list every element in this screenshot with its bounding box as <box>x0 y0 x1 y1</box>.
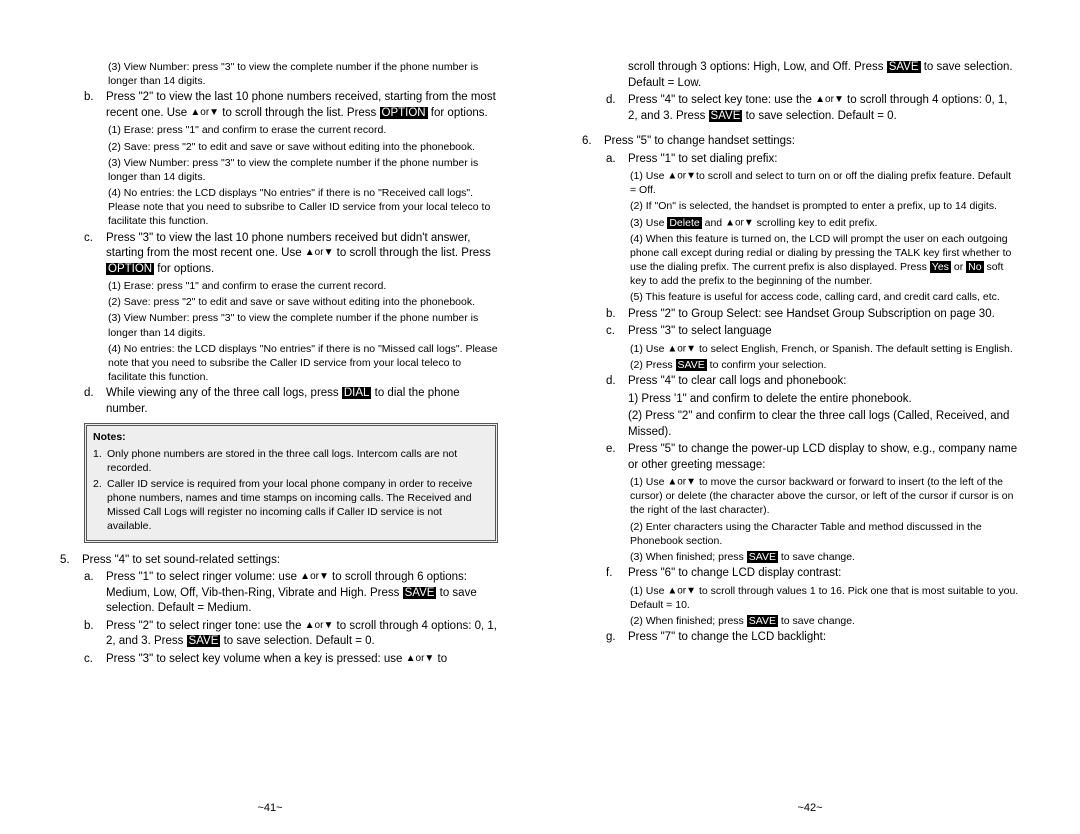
no-key: No <box>966 261 983 273</box>
list-item: c. Press "3" to view the last 10 phone n… <box>84 231 498 278</box>
yes-key: Yes <box>930 261 951 273</box>
list-item: (2) When finished; press SAVE to save ch… <box>630 614 1020 628</box>
arrow-icon: ▲or▼ <box>667 171 696 182</box>
list-item: (3) When finished; press SAVE to save ch… <box>630 550 1020 564</box>
list-item: (4) No entries: the LCD displays "No ent… <box>108 342 498 385</box>
list-item: b. Press "2" to view the last 10 phone n… <box>84 90 498 121</box>
list-item: e.Press "5" to change the power-up LCD d… <box>606 442 1020 473</box>
arrow-icon: ▲or▼ <box>815 94 844 105</box>
list-item: (4) When this feature is turned on, the … <box>630 232 1020 289</box>
list-item: (2) Press SAVE to confirm your selection… <box>630 358 1020 372</box>
arrow-icon: ▲or▼ <box>725 217 754 228</box>
list-item: d. While viewing any of the three call l… <box>84 386 498 417</box>
list-item: (2) Enter characters using the Character… <box>630 520 1020 548</box>
list-item: 6.Press "5" to change handset settings: <box>582 134 1020 150</box>
list-item: g.Press "7" to change the LCD backlight: <box>606 630 1020 646</box>
option-key: OPTION <box>380 107 428 119</box>
list-item: 1) Press '1" and confirm to delete the e… <box>606 392 1020 408</box>
list-item: b.Press "2" to Group Select: see Handset… <box>606 307 1020 323</box>
save-key: SAVE <box>887 61 921 73</box>
list-item: (1) Use ▲or▼to scroll and select to turn… <box>630 169 1020 197</box>
arrow-icon: ▲or▼ <box>305 247 334 258</box>
option-key: OPTION <box>106 263 154 275</box>
list-item: (1) Use ▲or▼ to scroll through values 1 … <box>630 584 1020 612</box>
list-item: a. Press "1" to select ringer volume: us… <box>84 570 498 617</box>
list-item: (4) No entries: the LCD displays "No ent… <box>108 186 498 229</box>
list-item: c.Press "3" to select language <box>606 324 1020 340</box>
list-item: (2) Save: press "2" to edit and save or … <box>108 140 498 154</box>
list-item: scroll through 3 options: High, Low, and… <box>606 60 1020 91</box>
list-item: 5.Press "4" to set sound-related setting… <box>60 553 498 569</box>
save-key: SAVE <box>676 359 707 371</box>
save-key: SAVE <box>747 615 778 627</box>
list-item: (3) Use Delete and ▲or▼ scrolling key to… <box>630 216 1020 230</box>
text: for options. <box>154 263 214 275</box>
text: to scroll through the list. Press <box>333 247 490 259</box>
arrow-icon: ▲or▼ <box>667 585 696 596</box>
notes-header: Notes: <box>93 430 489 444</box>
arrow-icon: ▲or▼ <box>300 571 329 582</box>
list-item: a.Press "1" to set dialing prefix: <box>606 152 1020 168</box>
save-key: SAVE <box>187 635 221 647</box>
text: While viewing any of the three call logs… <box>106 387 342 399</box>
text: to scroll through the list. Press <box>219 107 379 119</box>
note-item: Only phone numbers are stored in the thr… <box>107 447 489 475</box>
note-item: Caller ID service is required from your … <box>107 477 489 534</box>
list-item: (1) Erase: press "1" and confirm to eras… <box>108 279 498 293</box>
arrow-icon: ▲or▼ <box>667 343 696 354</box>
list-item: (3) View Number: press "3" to view the c… <box>108 60 498 88</box>
page-spread: (3) View Number: press "3" to view the c… <box>0 0 1080 834</box>
list-item: b. Press "2" to select ringer tone: use … <box>84 619 498 650</box>
list-item: (3) View Number: press "3" to view the c… <box>108 156 498 184</box>
list-item: (3) View Number: press "3" to view the c… <box>108 311 498 339</box>
page-left: (3) View Number: press "3" to view the c… <box>0 0 540 834</box>
page-number: ~42~ <box>540 801 1080 816</box>
arrow-icon: ▲or▼ <box>305 620 334 631</box>
page-right: scroll through 3 options: High, Low, and… <box>540 0 1080 834</box>
notes-box: Notes: 1.Only phone numbers are stored i… <box>84 423 498 542</box>
list-item: (1) Use ▲or▼ to select English, French, … <box>630 342 1020 356</box>
list-item: (2) If "On" is selected, the handset is … <box>630 199 1020 213</box>
save-key: SAVE <box>747 551 778 563</box>
list-item: (5) This feature is useful for access co… <box>630 290 1020 304</box>
arrow-icon: ▲or▼ <box>406 653 435 664</box>
dial-key: DIAL <box>342 387 372 399</box>
list-item: d. Press "4" to select key tone: use the… <box>606 93 1020 124</box>
list-item: d.Press "4" to clear call logs and phone… <box>606 374 1020 390</box>
list-item: (1) Erase: press "1" and confirm to eras… <box>108 123 498 137</box>
save-key: SAVE <box>403 587 437 599</box>
list-item: c. Press "3" to select key volume when a… <box>84 652 498 668</box>
delete-key: Delete <box>667 217 701 229</box>
save-key: SAVE <box>709 110 743 122</box>
list-item: (1) Use ▲or▼ to move the cursor backward… <box>630 475 1020 518</box>
list-item: f.Press "6" to change LCD display contra… <box>606 566 1020 582</box>
page-number: ~41~ <box>0 801 540 816</box>
arrow-icon: ▲or▼ <box>190 107 219 118</box>
list-item: (2) Press "2" and confirm to clear the t… <box>606 409 1020 440</box>
arrow-icon: ▲or▼ <box>667 477 696 488</box>
list-item: (2) Save: press "2" to edit and save or … <box>108 295 498 309</box>
text: for options. <box>428 107 488 119</box>
